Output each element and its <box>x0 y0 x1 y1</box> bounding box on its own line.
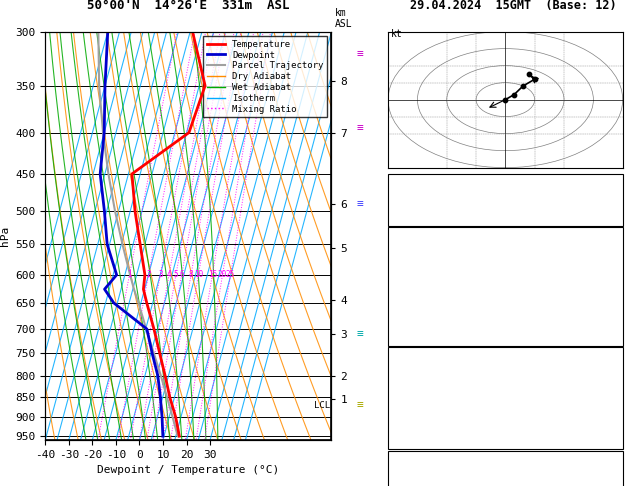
Text: 316: 316 <box>601 279 620 289</box>
Text: EH: EH <box>391 469 404 480</box>
Text: 4: 4 <box>167 270 171 279</box>
X-axis label: Dewpoint / Temperature (°C): Dewpoint / Temperature (°C) <box>97 465 279 475</box>
Text: CIN (J): CIN (J) <box>391 432 435 442</box>
Text: 14: 14 <box>607 175 620 186</box>
Text: ≡: ≡ <box>357 329 363 339</box>
Text: 1: 1 <box>127 270 132 279</box>
Legend: Temperature, Dewpoint, Parcel Trajectory, Dry Adiabat, Wet Adiabat, Isotherm, Mi: Temperature, Dewpoint, Parcel Trajectory… <box>203 36 327 117</box>
Text: 18.1: 18.1 <box>594 246 620 256</box>
Text: 8: 8 <box>189 270 193 279</box>
Text: 982: 982 <box>601 366 620 376</box>
Text: 1: 1 <box>613 295 620 306</box>
Text: 0: 0 <box>613 329 620 339</box>
Text: 10.7: 10.7 <box>594 262 620 273</box>
Text: 0: 0 <box>613 312 620 322</box>
Text: 6: 6 <box>179 270 184 279</box>
Text: 1.74: 1.74 <box>594 208 620 219</box>
Text: 46: 46 <box>607 192 620 202</box>
Text: 1: 1 <box>613 399 620 409</box>
Text: Pressure (mb): Pressure (mb) <box>391 366 472 376</box>
Text: ≡: ≡ <box>357 199 363 209</box>
Text: 50°00'N  14°26'E  331m  ASL: 50°00'N 14°26'E 331m ASL <box>87 0 289 12</box>
Text: 0: 0 <box>613 432 620 442</box>
Text: CAPE (J): CAPE (J) <box>391 416 441 426</box>
Text: CAPE (J): CAPE (J) <box>391 312 441 322</box>
Text: 15: 15 <box>208 270 217 279</box>
Text: 316: 316 <box>601 382 620 393</box>
Text: LCL: LCL <box>314 401 330 410</box>
Text: 64: 64 <box>607 469 620 480</box>
Y-axis label: hPa: hPa <box>0 226 10 246</box>
Text: 10: 10 <box>194 270 203 279</box>
Text: CIN (J): CIN (J) <box>391 329 435 339</box>
Text: 29.04.2024  15GMT  (Base: 12): 29.04.2024 15GMT (Base: 12) <box>410 0 616 12</box>
Point <box>509 91 519 99</box>
Text: km
ASL: km ASL <box>335 8 352 29</box>
Text: K: K <box>391 175 398 186</box>
Text: ≡: ≡ <box>357 123 363 133</box>
Text: ≡: ≡ <box>357 49 363 59</box>
Text: Lifted Index: Lifted Index <box>391 399 466 409</box>
Text: Most Unstable: Most Unstable <box>465 349 546 360</box>
Point <box>518 82 528 90</box>
Text: PW (cm): PW (cm) <box>391 208 435 219</box>
Text: 5: 5 <box>174 270 178 279</box>
Text: kt: kt <box>391 29 403 39</box>
Text: 2: 2 <box>146 270 151 279</box>
Text: ≡: ≡ <box>357 400 363 410</box>
Text: © weatheronline.co.uk: © weatheronline.co.uk <box>429 473 552 484</box>
Point <box>524 70 534 78</box>
Text: Surface: Surface <box>484 229 527 240</box>
Text: θₑ(K): θₑ(K) <box>391 279 423 289</box>
Text: Dewp (°C): Dewp (°C) <box>391 262 447 273</box>
Point <box>501 96 511 104</box>
Text: Temp (°C): Temp (°C) <box>391 246 447 256</box>
Text: 3: 3 <box>158 270 163 279</box>
Text: Hodograph: Hodograph <box>477 453 533 463</box>
Point <box>530 75 540 83</box>
Text: 0: 0 <box>613 416 620 426</box>
Text: 20: 20 <box>218 270 227 279</box>
Text: Lifted Index: Lifted Index <box>391 295 466 306</box>
Text: θₑ (K): θₑ (K) <box>391 382 429 393</box>
Text: 25: 25 <box>226 270 235 279</box>
Text: Totals Totals: Totals Totals <box>391 192 472 202</box>
